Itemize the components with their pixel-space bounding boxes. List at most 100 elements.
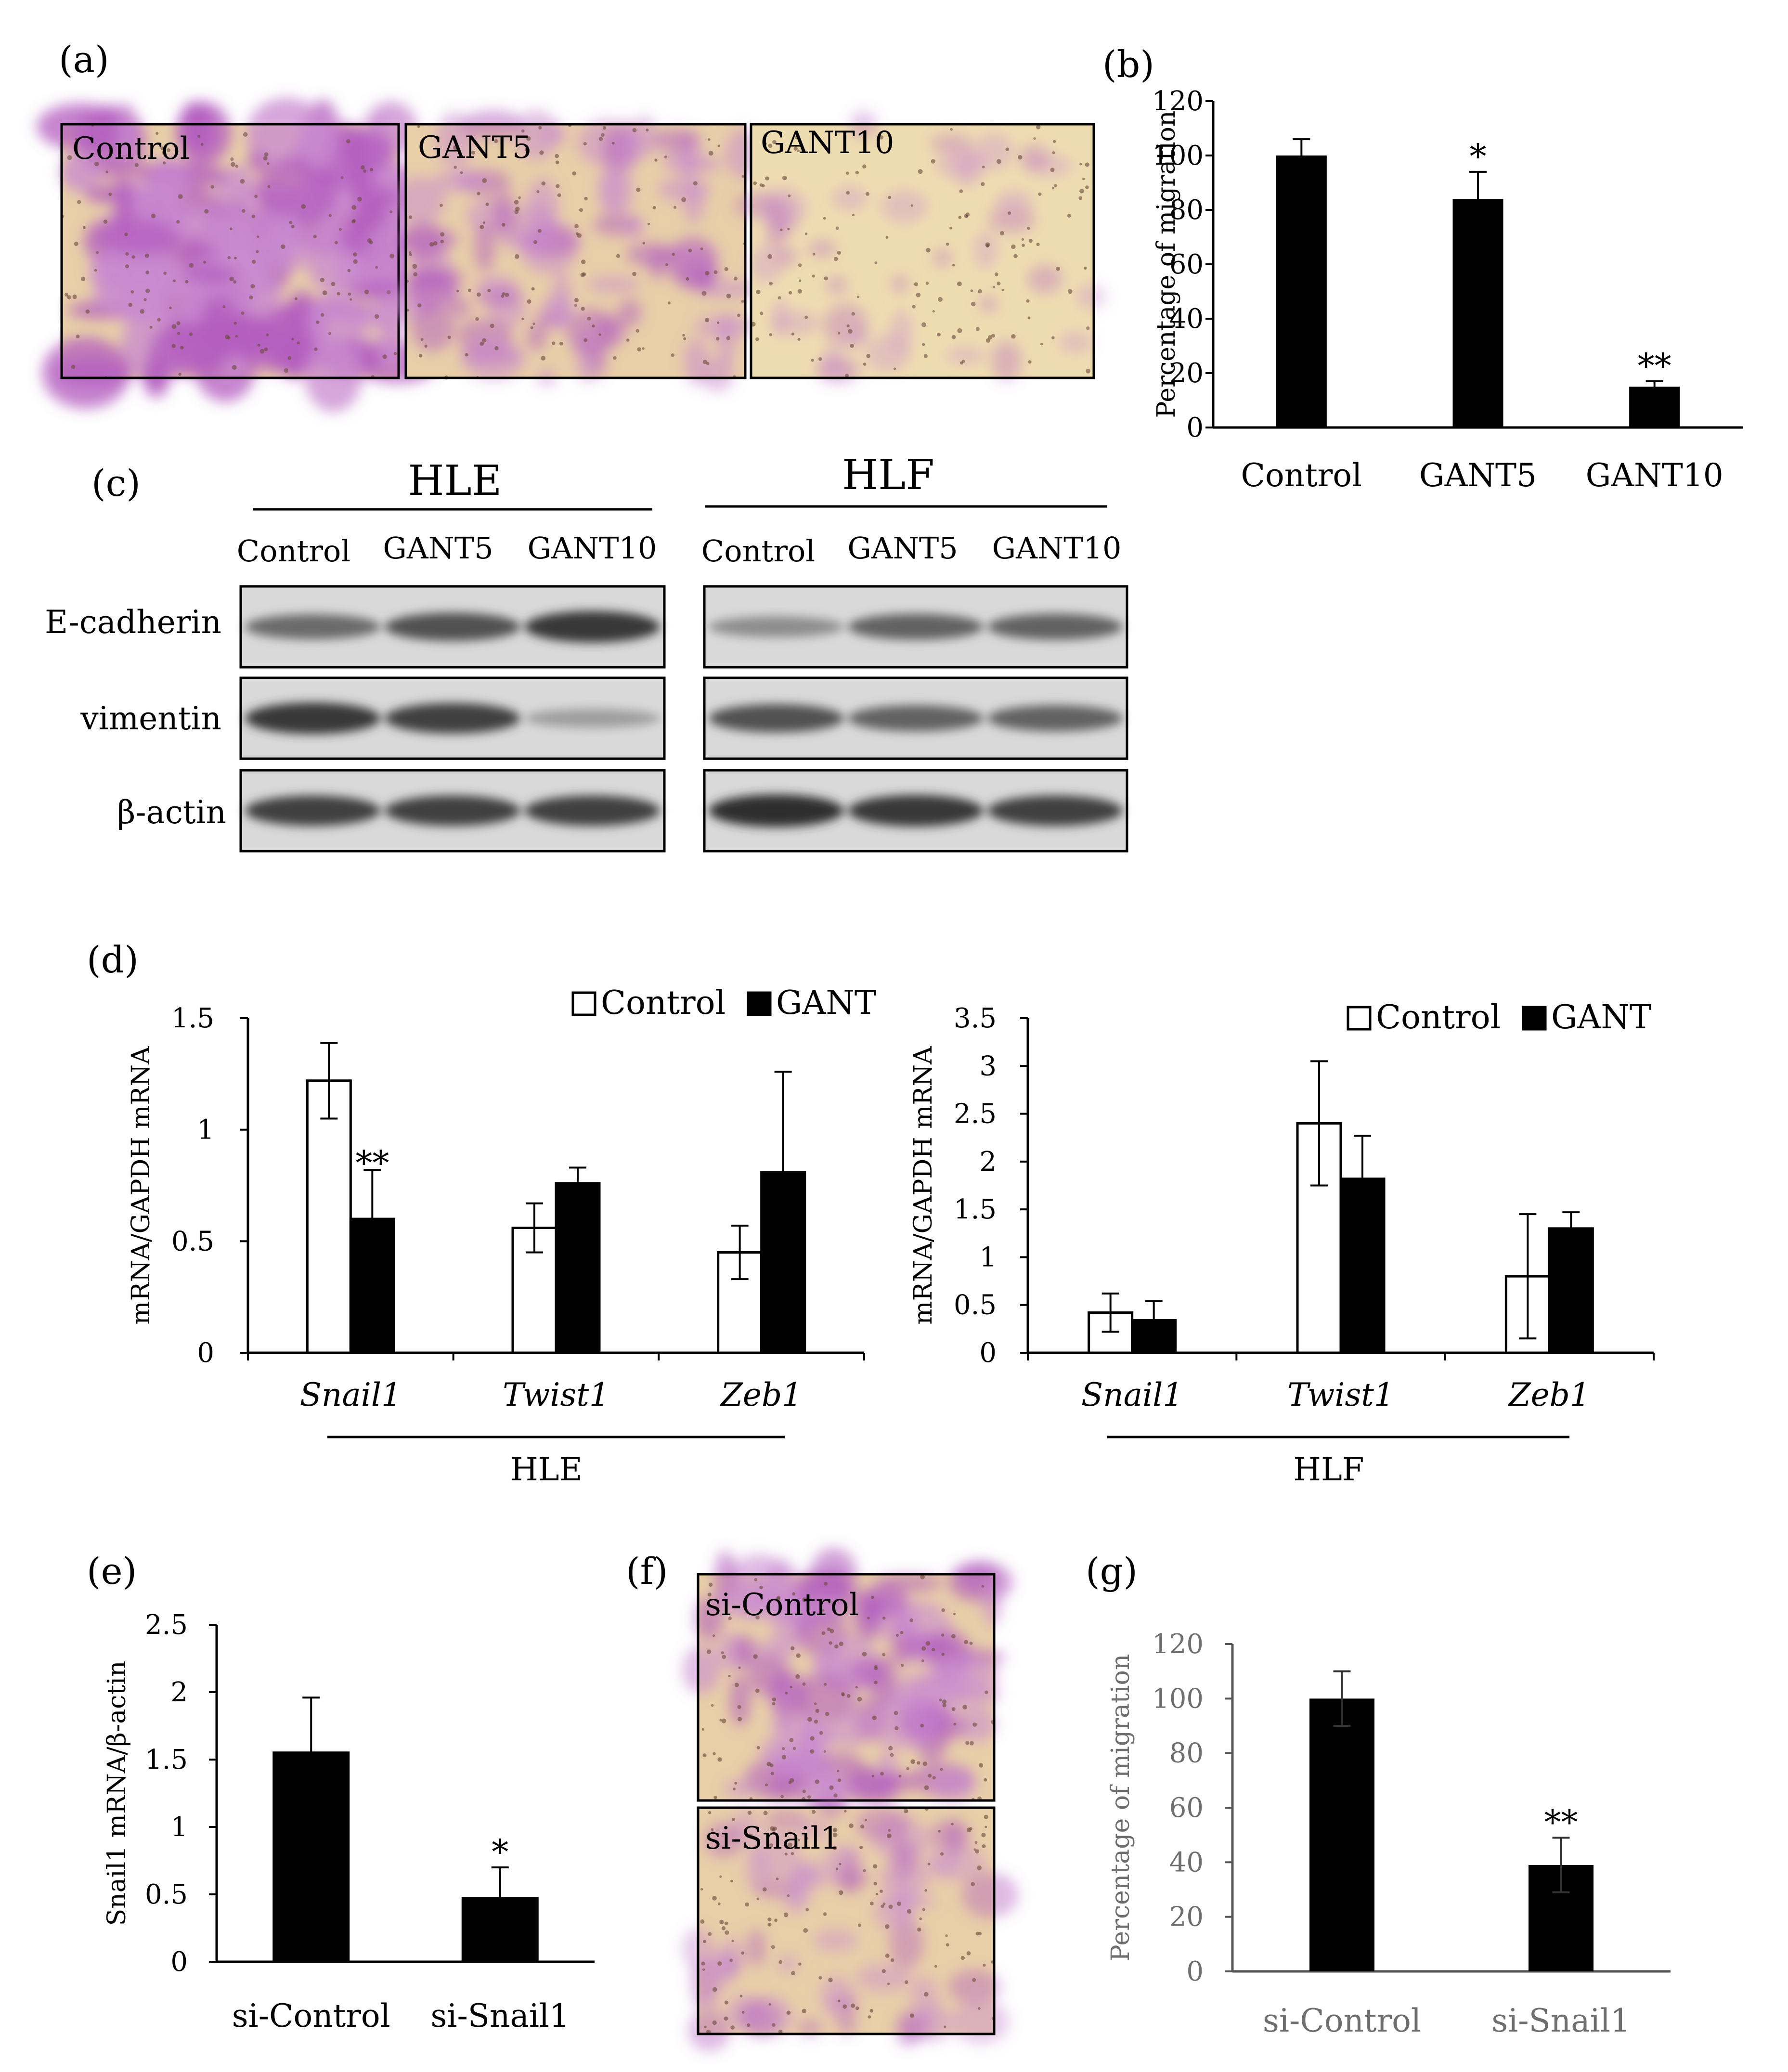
y-tick-label: 2.5 [954,1099,997,1130]
y-tick-label: 0 [1186,412,1204,443]
y-tick-label: 20 [1169,358,1204,389]
group-label: HLE [510,1451,583,1488]
chart-d-hlf-mrna: 0 0.5 1 1.5 2 2.5 3 3.5 mRNA/GAPDH mRNA Snail1 Twi… [909,998,1655,1488]
blot-lane-label: GANT10 [992,531,1122,566]
blot-row-label: β-actin [117,794,226,831]
micrograph-si-snail1: si-Snail1 [682,1797,1019,2052]
legend-label: Control [1376,998,1501,1036]
blot-bands [245,611,661,643]
blot-band [524,611,661,643]
y-tick-label: 2 [170,1677,188,1708]
panel-label-b: (b) [1102,43,1154,86]
y-tick-label: 0 [170,1946,188,1978]
x-tick-label: si-Snail1 [430,1997,570,2034]
x-tick-label: Snail1 [1081,1376,1183,1413]
x-tick-label: si-Control [232,1997,390,2034]
blot-lane-label: Control [701,533,815,569]
y-tick-label: 120 [1152,86,1204,117]
blot-lane-label: GANT5 [383,531,493,566]
blot-band [524,709,661,728]
panel-label-d: (d) [87,938,139,981]
western-blot: HLE HLF Control GANT5 GANT10 Control GAN… [45,451,1128,853]
y-tick-label: 3.5 [954,1003,997,1034]
blot-band [245,614,381,640]
blot-bands [708,704,1123,733]
blot-band [848,705,984,732]
x-tick-label: si-Snail1 [1491,2002,1631,2039]
bar-gant [555,1182,601,1354]
blot-band [987,613,1123,640]
blot-bands [245,795,661,826]
bar [1629,387,1680,427]
bar [1452,199,1503,427]
legend-swatch [571,991,596,1016]
micrograph-stain [37,98,440,412]
micrograph-label: GANT5 [418,130,532,166]
panel-label-e: (e) [87,1550,137,1593]
micrograph-label: si-Control [705,1587,859,1623]
blot-band [848,613,984,640]
bar [1309,1698,1374,1971]
y-tick-label: 40 [1169,303,1204,335]
micrograph-frame [60,123,400,379]
y-tick-label: 60 [1169,1792,1204,1824]
micrograph-control: Control [37,98,440,412]
significance-marker: * [492,1832,508,1872]
x-tick-label: Zeb1 [1508,1376,1590,1413]
y-tick-label: 40 [1169,1847,1204,1878]
y-tick-label: 0.5 [954,1290,997,1321]
bar-control [717,1251,763,1354]
micrograph-pores [701,1574,996,1801]
blot-bands [245,702,661,734]
blot-group-label-hle: HLE [408,457,502,505]
y-tick-label: 0 [979,1337,997,1369]
blot-bands [708,794,1123,827]
blot-bands [708,613,1123,640]
micrograph-pores [700,1806,995,2034]
micrograph-pores [751,125,1090,377]
micrograph-frame [404,123,747,379]
micrograph-frame [697,1573,996,1802]
panel-label-c: (c) [91,462,141,505]
blot-band [987,795,1123,826]
blot-row-label: E-cadherin [45,604,221,641]
blot-lane-label: GANT10 [528,531,657,566]
legend-label: Control [601,984,726,1022]
y-tick-label: 1 [197,1114,214,1146]
blot-band [385,795,520,826]
x-tick-label: Twist1 [1287,1376,1394,1413]
micrograph-frame [750,123,1095,379]
blot-lane-label: Control [237,533,350,569]
x-tick-label: si-Control [1263,2002,1421,2039]
legend-label: GANT [1551,998,1651,1036]
x-tick-label: Snail1 [300,1376,402,1413]
panel-label-g: (g) [1086,1550,1138,1593]
micrograph-stain [682,1547,1013,1826]
significance-marker: ** [355,1143,389,1183]
significance-marker: ** [1638,346,1671,386]
significance-marker: * [1470,137,1487,176]
y-axis-title: mRNA/GAPDH mRNA [127,1046,155,1325]
y-tick-label: 2 [979,1146,997,1178]
blot-lane-label: GANT5 [847,531,958,566]
y-axis-title: Percentage of migration [1152,111,1181,418]
micrograph-frame [697,1806,996,2035]
x-tick-label: Twist1 [503,1376,609,1413]
y-axis-title: Percentage of migration [1106,1654,1135,1962]
y-tick-label: 100 [1152,140,1204,171]
bar [1276,155,1327,427]
group-label: HLF [1293,1451,1364,1488]
y-tick-label: 20 [1169,1902,1204,1933]
micrograph-label: Control [72,131,190,167]
x-tick-label: GANT5 [1419,457,1537,494]
blot-band [524,795,661,826]
x-tick-label: Zeb1 [720,1376,802,1413]
blot-band [385,612,520,641]
x-tick-label: GANT10 [1586,457,1723,494]
micrograph-pores [60,123,401,379]
blot-band [385,703,520,734]
y-tick-label: 80 [1169,194,1204,226]
panel-label-a: (a) [59,38,109,81]
